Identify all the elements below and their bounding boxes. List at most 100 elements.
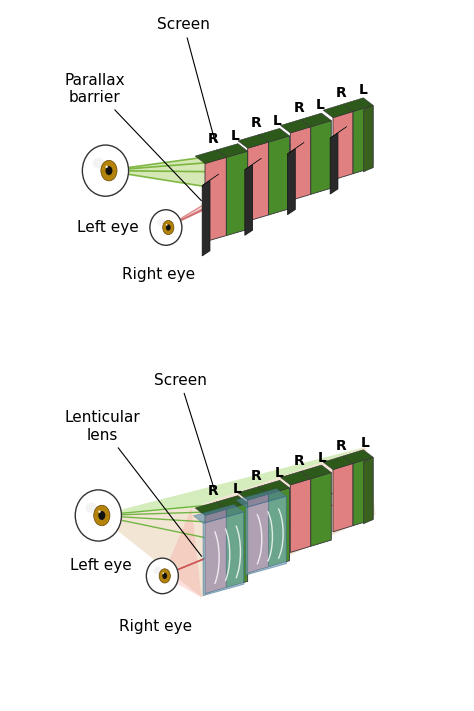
Polygon shape — [166, 149, 335, 228]
Ellipse shape — [150, 210, 182, 245]
Ellipse shape — [146, 558, 178, 594]
Ellipse shape — [89, 506, 108, 525]
Ellipse shape — [153, 565, 172, 587]
Polygon shape — [246, 496, 286, 574]
Ellipse shape — [75, 490, 121, 541]
Ellipse shape — [162, 573, 167, 579]
Polygon shape — [311, 121, 331, 194]
Ellipse shape — [91, 155, 119, 186]
Ellipse shape — [101, 161, 117, 181]
Ellipse shape — [101, 166, 110, 176]
Polygon shape — [245, 158, 262, 170]
Polygon shape — [193, 505, 244, 523]
Text: R: R — [251, 469, 262, 483]
Ellipse shape — [159, 569, 170, 583]
Polygon shape — [99, 447, 375, 597]
Polygon shape — [301, 113, 331, 127]
Polygon shape — [205, 509, 227, 594]
Text: L: L — [230, 129, 239, 143]
Text: Parallax
barrier: Parallax barrier — [64, 73, 201, 201]
Ellipse shape — [166, 224, 167, 226]
Text: L: L — [318, 451, 327, 465]
Ellipse shape — [87, 150, 124, 191]
Polygon shape — [330, 133, 338, 194]
Ellipse shape — [99, 510, 100, 513]
Polygon shape — [281, 119, 311, 133]
Polygon shape — [363, 105, 373, 172]
Polygon shape — [343, 98, 373, 112]
Polygon shape — [343, 450, 373, 464]
Polygon shape — [287, 149, 295, 215]
Ellipse shape — [157, 219, 165, 226]
Text: R: R — [251, 117, 262, 130]
Polygon shape — [236, 488, 286, 508]
Text: L: L — [273, 114, 282, 128]
Text: Right eye: Right eye — [122, 267, 195, 282]
Ellipse shape — [86, 503, 97, 513]
Ellipse shape — [150, 562, 175, 590]
Text: R: R — [336, 86, 347, 100]
Text: R: R — [293, 101, 304, 115]
Polygon shape — [205, 157, 227, 242]
Polygon shape — [333, 112, 353, 180]
Polygon shape — [281, 471, 311, 485]
Ellipse shape — [150, 210, 182, 245]
Polygon shape — [99, 447, 366, 515]
Polygon shape — [323, 456, 353, 469]
Polygon shape — [330, 127, 347, 138]
Ellipse shape — [163, 220, 174, 235]
Text: L: L — [275, 466, 284, 481]
Ellipse shape — [156, 569, 169, 583]
Ellipse shape — [94, 506, 110, 525]
Polygon shape — [105, 154, 314, 172]
Text: Left eye: Left eye — [70, 558, 132, 573]
Ellipse shape — [98, 511, 105, 520]
Polygon shape — [105, 171, 271, 191]
Polygon shape — [217, 144, 247, 157]
Ellipse shape — [94, 510, 103, 520]
Text: L: L — [233, 482, 241, 496]
Text: Screen: Screen — [157, 17, 215, 141]
Polygon shape — [259, 481, 290, 494]
Ellipse shape — [80, 495, 117, 536]
Polygon shape — [105, 137, 356, 191]
Polygon shape — [202, 174, 219, 186]
Text: Left eye: Left eye — [77, 220, 139, 235]
Polygon shape — [238, 486, 269, 501]
Polygon shape — [227, 151, 247, 235]
Text: R: R — [208, 132, 219, 146]
Ellipse shape — [105, 166, 108, 168]
Ellipse shape — [75, 490, 121, 541]
Ellipse shape — [105, 166, 112, 175]
Ellipse shape — [163, 224, 169, 231]
Ellipse shape — [159, 220, 173, 235]
Polygon shape — [301, 465, 331, 479]
Text: L: L — [361, 436, 369, 450]
Text: R: R — [293, 454, 304, 468]
Polygon shape — [245, 164, 253, 235]
Polygon shape — [247, 142, 269, 221]
Polygon shape — [217, 496, 247, 509]
Text: R: R — [336, 439, 347, 452]
Polygon shape — [259, 129, 290, 142]
Polygon shape — [311, 473, 331, 546]
Polygon shape — [227, 503, 247, 587]
Text: R: R — [208, 484, 219, 498]
Ellipse shape — [156, 217, 175, 238]
Ellipse shape — [146, 558, 178, 594]
Polygon shape — [238, 134, 269, 149]
Ellipse shape — [93, 158, 104, 168]
Polygon shape — [323, 104, 353, 117]
Ellipse shape — [166, 225, 171, 230]
Polygon shape — [363, 457, 373, 524]
Ellipse shape — [159, 572, 165, 579]
Polygon shape — [166, 166, 292, 228]
Ellipse shape — [82, 145, 128, 196]
Polygon shape — [195, 150, 227, 164]
Polygon shape — [269, 488, 290, 567]
Ellipse shape — [84, 500, 112, 531]
Polygon shape — [287, 142, 304, 154]
Polygon shape — [162, 508, 201, 597]
Ellipse shape — [154, 567, 162, 574]
Ellipse shape — [82, 145, 128, 196]
